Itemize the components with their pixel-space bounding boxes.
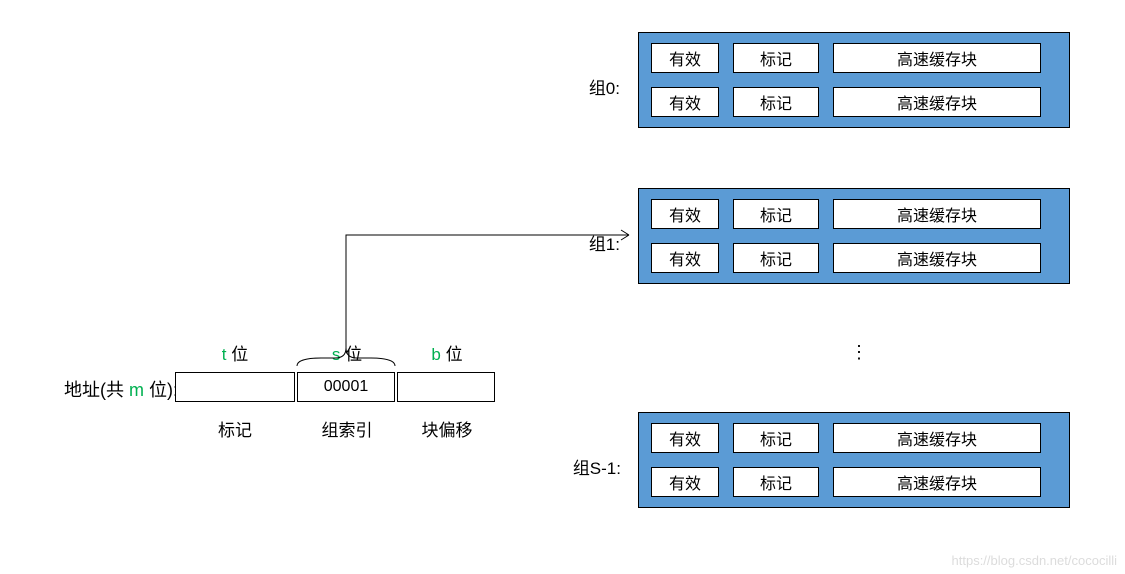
addr-box-tag	[175, 372, 295, 402]
group-label-0: 组0:	[565, 74, 620, 99]
tag-cell: 标记	[733, 243, 819, 273]
valid-cell: 有效	[651, 467, 719, 497]
valid-cell: 有效	[651, 87, 719, 117]
cache-line: 有效 标记 高速缓存块	[651, 87, 1057, 117]
address-suffix: 位):	[149, 380, 178, 400]
cache-set-0: 有效 标记 高速缓存块 有效 标记 高速缓存块	[638, 32, 1070, 128]
valid-cell: 有效	[651, 43, 719, 73]
brace-arrow-icon	[297, 220, 642, 375]
group-label-s1: 组S-1:	[549, 454, 621, 479]
addr-box-set-index: 00001	[297, 372, 395, 402]
valid-cell: 有效	[651, 243, 719, 273]
addr-box-block-offset	[397, 372, 495, 402]
cache-line: 有效 标记 高速缓存块	[651, 199, 1057, 229]
vertical-ellipsis: ⋮	[850, 342, 874, 363]
block-cell: 高速缓存块	[833, 87, 1041, 117]
block-cell: 高速缓存块	[833, 43, 1041, 73]
tag-cell: 标记	[733, 87, 819, 117]
bit-label-t: t 位	[210, 340, 260, 365]
block-cell: 高速缓存块	[833, 423, 1041, 453]
cache-line: 有效 标记 高速缓存块	[651, 243, 1057, 273]
tag-cell: 标记	[733, 43, 819, 73]
cache-line: 有效 标记 高速缓存块	[651, 423, 1057, 453]
tag-cell: 标记	[733, 199, 819, 229]
below-label-tag: 标记	[200, 416, 270, 441]
cache-line: 有效 标记 高速缓存块	[651, 43, 1057, 73]
cache-line: 有效 标记 高速缓存块	[651, 467, 1057, 497]
address-m: m	[129, 380, 144, 400]
watermark: https://blog.csdn.net/cococilli	[952, 553, 1117, 568]
block-cell: 高速缓存块	[833, 243, 1041, 273]
tag-cell: 标记	[733, 467, 819, 497]
cache-set-s1: 有效 标记 高速缓存块 有效 标记 高速缓存块	[638, 412, 1070, 508]
cache-set-1: 有效 标记 高速缓存块 有效 标记 高速缓存块	[638, 188, 1070, 284]
address-label: 地址(共 m 位):	[64, 376, 178, 402]
address-prefix: 地址(共	[64, 380, 124, 400]
block-cell: 高速缓存块	[833, 467, 1041, 497]
block-cell: 高速缓存块	[833, 199, 1041, 229]
valid-cell: 有效	[651, 199, 719, 229]
tag-cell: 标记	[733, 423, 819, 453]
below-label-block-offset: 块偏移	[412, 416, 482, 441]
below-label-set-index: 组索引	[312, 416, 382, 441]
valid-cell: 有效	[651, 423, 719, 453]
